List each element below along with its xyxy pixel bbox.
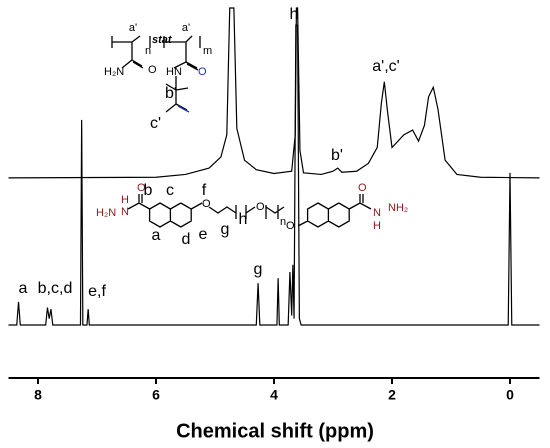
- structure-label: b': [165, 85, 177, 102]
- x-tick-label: 2: [388, 387, 396, 403]
- x-axis: 8 6 4 2 0: [8, 377, 540, 403]
- structure-label: H₂N: [96, 207, 116, 219]
- structure-label: O: [286, 220, 295, 232]
- structure-label: c': [150, 115, 161, 132]
- polymer-structure: a' n stat a' m H₂N O HN b' O c': [104, 22, 212, 132]
- structure-label: HN: [166, 66, 182, 78]
- structure-label: e: [199, 226, 208, 243]
- spectrum-line: [8, 24, 540, 326]
- structure-label: NH₂: [388, 202, 408, 214]
- structure-label: a': [129, 22, 137, 34]
- structure-label: O: [256, 201, 265, 213]
- x-tick-label: 6: [152, 387, 160, 403]
- crosslinker-structure: H₂N N H O b c f a d e O g h O n O O N H …: [96, 182, 408, 248]
- structure-label: m: [203, 45, 212, 57]
- structure-label: d: [182, 231, 191, 248]
- peak-label: g: [254, 261, 263, 278]
- structure-label: H: [373, 220, 381, 232]
- peak-label: b,c,d: [38, 280, 73, 297]
- structure-label: O: [137, 182, 146, 194]
- spectra: [8, 7, 540, 326]
- spectrum-line: [8, 7, 540, 179]
- peak-label: a',c': [372, 58, 399, 75]
- peak-label: b': [331, 147, 343, 164]
- structure-label: f: [202, 182, 207, 199]
- x-tick-label: 0: [506, 387, 514, 403]
- structure-label: N: [373, 207, 381, 219]
- structure-label: H: [121, 194, 129, 206]
- peak-label: h: [290, 6, 299, 23]
- structure-label: N: [121, 206, 129, 218]
- structure-label: a': [182, 22, 190, 34]
- structure-label: stat: [152, 34, 173, 46]
- structure-label: n: [145, 45, 151, 57]
- peak-label: a: [19, 280, 28, 297]
- structure-label: O: [358, 182, 367, 194]
- structure-label: H₂N: [104, 66, 124, 78]
- structure-label: O: [198, 66, 207, 78]
- structure-label: g: [221, 221, 230, 238]
- structure-label: c: [166, 182, 174, 199]
- peak-label: e,f: [88, 283, 106, 300]
- x-tick-label: 4: [270, 387, 278, 403]
- structure-label: O: [148, 64, 157, 76]
- structure-label: O: [202, 198, 211, 210]
- structure-label: h: [239, 211, 248, 228]
- x-tick-label: 8: [34, 387, 42, 403]
- structure-label: a: [152, 227, 161, 244]
- structure-label: n: [280, 216, 286, 228]
- structure-label: b: [144, 182, 153, 199]
- x-axis-label: Chemical shift (ppm): [176, 420, 374, 442]
